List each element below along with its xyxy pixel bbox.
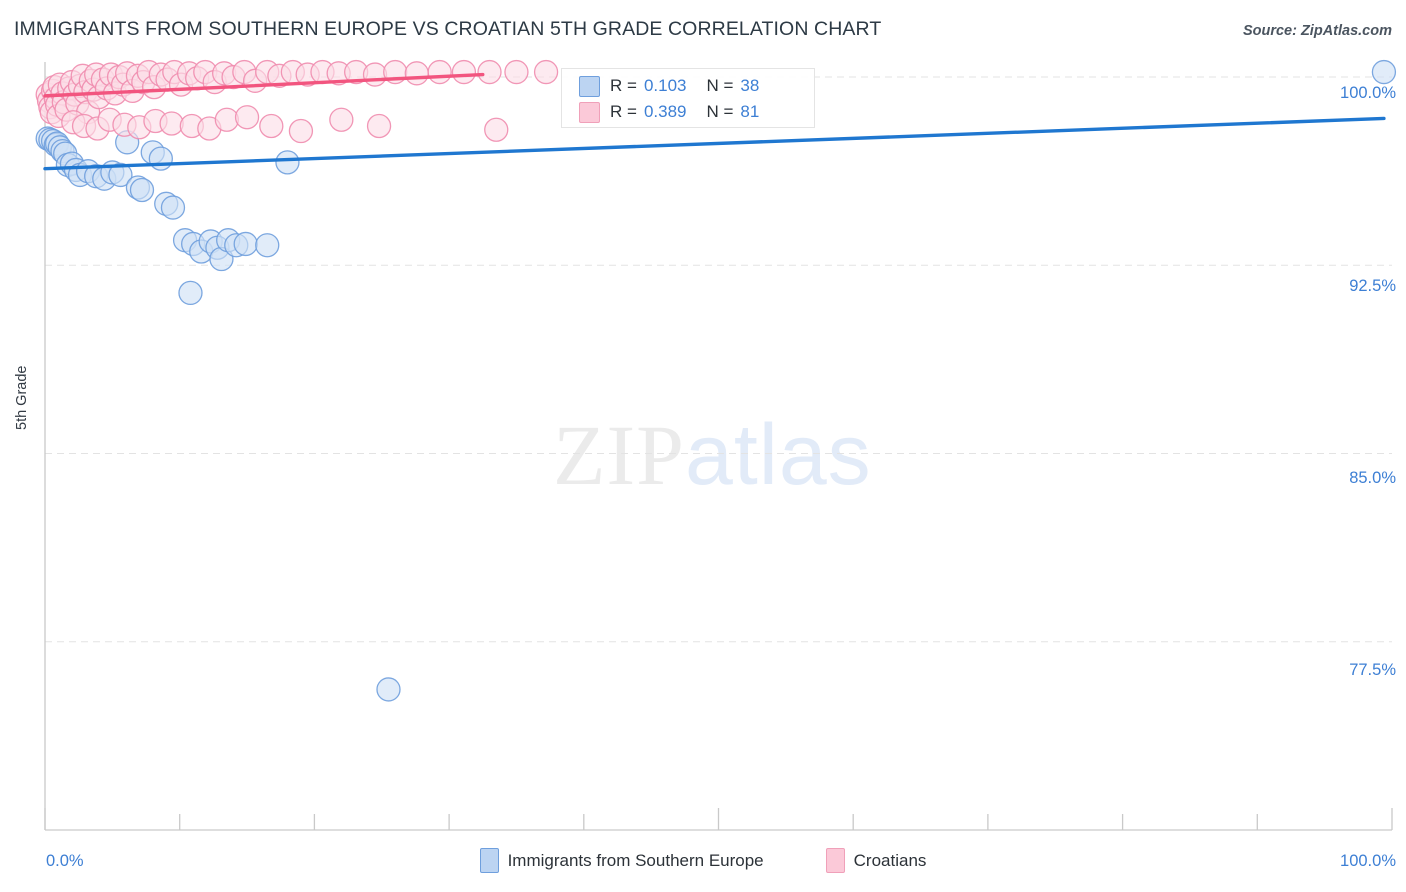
legend-swatch-pink [579, 101, 600, 123]
series-points-croatians [35, 59, 559, 144]
data-point [160, 195, 186, 220]
data-point [376, 677, 401, 702]
trendline-immigrants [43, 116, 1386, 171]
data-point [329, 107, 354, 132]
data-point [366, 113, 392, 139]
page-title: IMMIGRANTS FROM SOUTHERN EUROPE VS CROAT… [14, 18, 882, 40]
data-point [234, 105, 260, 130]
watermark-zip: ZIP [553, 407, 685, 503]
source-label: Source: ZipAtlas.com [1242, 23, 1392, 39]
data-point [214, 107, 239, 132]
data-point [255, 233, 280, 258]
series-legend: Immigrants from Southern Europe Croatian… [0, 848, 1406, 873]
legend-row-croatians: R = 0.389 N = 81 [579, 99, 759, 125]
trendline-croatians [43, 72, 485, 98]
data-point [533, 59, 559, 85]
data-point [148, 146, 173, 171]
data-point [504, 59, 529, 85]
data-point [108, 162, 133, 188]
legend-item-label: Immigrants from Southern Europe [507, 850, 764, 870]
series-points-immigrants [35, 59, 1397, 702]
data-point [451, 59, 477, 85]
data-point [288, 118, 314, 144]
legend-item-immigrants-from-southern-europe[interactable]: Immigrants from Southern Europe [479, 848, 764, 873]
r-value: 0.103 [643, 76, 687, 95]
legend-swatch-blue [579, 75, 600, 97]
data-point [427, 59, 452, 85]
n-label: N = [706, 76, 734, 95]
statistics-legend: R = 0.103 N = 38 R = 0.389 N = 81 [561, 68, 815, 128]
data-point [275, 150, 300, 175]
legend-swatch-pink [825, 848, 845, 873]
n-label: N = [706, 102, 734, 121]
y-axis-tick-label: 85.0% [1349, 469, 1396, 487]
n-value: 38 [740, 76, 760, 95]
zipatlas-watermark: ZIPatlas [553, 405, 872, 505]
data-point [477, 59, 502, 85]
n-value: 81 [740, 102, 760, 121]
r-label: R = [610, 102, 637, 121]
y-axis-tick-label: 92.5% [1349, 277, 1396, 295]
data-point [233, 231, 258, 257]
data-point [159, 111, 184, 136]
r-value: 0.389 [643, 102, 687, 121]
watermark-atlas: atlas [685, 407, 872, 503]
data-point [178, 280, 203, 306]
data-point [362, 62, 388, 87]
legend-swatch-blue [479, 848, 499, 873]
legend-item-croatians[interactable]: Croatians [825, 848, 927, 873]
data-point [484, 117, 509, 142]
r-label: R = [610, 76, 637, 95]
data-point [1371, 59, 1397, 85]
x-axis-tick-label-max: 100.0% [1340, 852, 1396, 870]
y-axis-tick-label: 77.5% [1349, 661, 1396, 679]
legend-item-label: Croatians [853, 850, 927, 870]
x-axis-tick-label-min: 0.0% [46, 852, 84, 870]
data-point [129, 177, 155, 203]
data-point [259, 113, 284, 139]
legend-row-immigrants: R = 0.103 N = 38 [579, 73, 759, 99]
data-point [404, 61, 429, 86]
y-axis-tick-label: 100.0% [1340, 84, 1396, 102]
